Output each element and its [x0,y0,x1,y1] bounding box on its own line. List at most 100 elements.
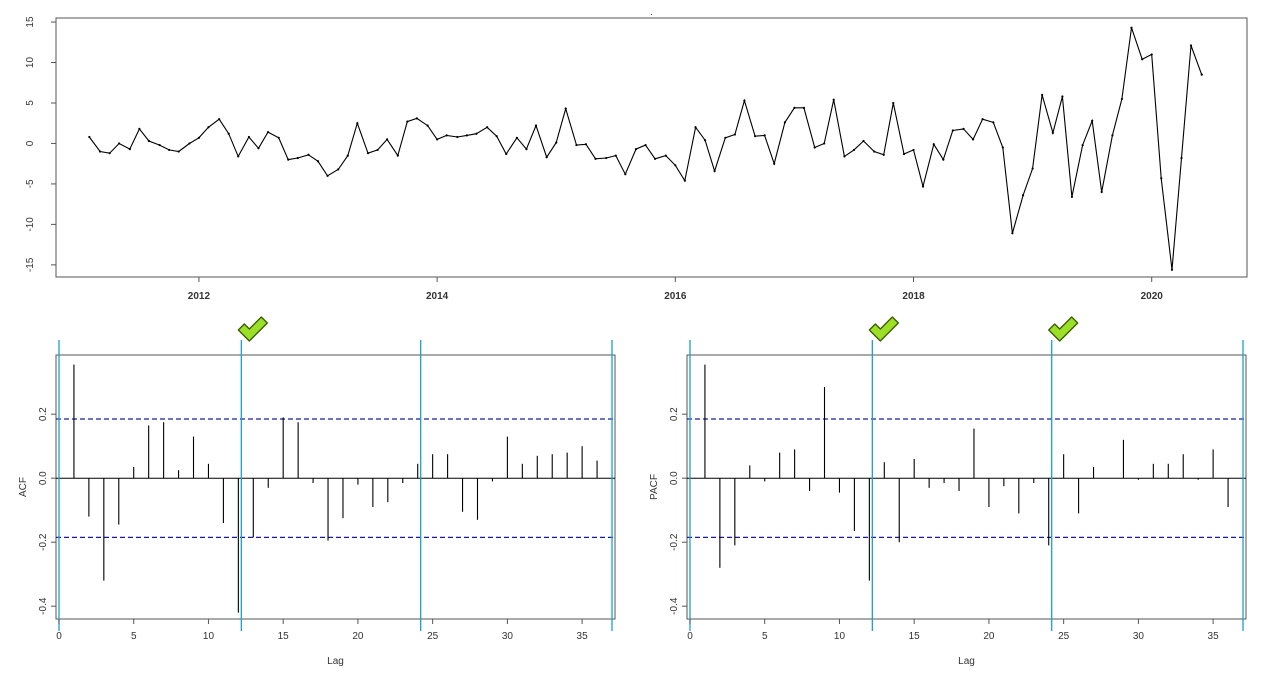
data-point [177,150,180,153]
data-point [1120,97,1124,101]
y-tick-label: -15 [25,257,36,272]
data-point [237,155,240,158]
data-point [356,122,359,125]
checkmark-icon [868,316,899,342]
data-point [1070,195,1074,198]
data-point [277,136,280,139]
data-point [664,154,667,157]
data-point [614,154,617,157]
y-tick-label: 10 [25,57,36,69]
data-point [1200,73,1203,76]
data-point [257,147,260,150]
data-point [575,143,578,147]
data-point [763,134,766,137]
data-point [862,139,865,143]
data-point [802,106,806,109]
data-point [337,168,340,171]
data-point [743,99,746,102]
pacf-plot: -0.4 -0.2 0.0 0.2 0 5 10 15 20 25 30 35 Lag PACF [649,316,1247,667]
data-point [932,143,935,146]
data-point [158,143,161,147]
data-point [98,150,102,153]
data-point [525,148,528,151]
data-point [1041,93,1044,96]
x-tick-label: 0 [56,631,62,642]
x-tick-label: 25 [1058,631,1070,642]
data-point [426,124,429,127]
y-tick-label: 0.2 [38,407,49,421]
data-point [218,118,221,121]
data-point [307,153,310,156]
acf-plot: -0.4 -0.2 0.0 0.2 0 5 10 15 20 25 30 35 Lag ACF [18,316,616,667]
data-point [992,121,995,124]
data-point [436,138,439,141]
checkmark-icon [237,316,268,342]
data-point [1150,53,1153,56]
data-point [197,136,201,139]
x-tick-label: 5 [762,631,768,642]
y-tick-label: -0.2 [38,533,49,551]
data-point [713,169,716,173]
x-tick-label: 35 [1208,631,1220,642]
series-line [88,27,1203,270]
title-dot: . [650,7,653,18]
x-tick-label: 15 [909,631,921,642]
data-point [921,185,925,188]
data-point [951,129,954,132]
data-point [1160,177,1163,180]
data-point [912,148,915,152]
data-point [733,133,736,136]
x-tick-label: 2014 [426,291,449,302]
data-point [147,139,150,143]
data-point [694,126,697,129]
plot-frame [55,354,616,620]
y-tick-label: 0 [25,140,36,146]
data-point [793,106,796,109]
data-point [624,173,627,176]
data-point [406,120,409,123]
data-point [168,148,171,152]
data-point [128,148,131,151]
data-point [415,117,418,120]
y-tick-label: 0.0 [38,471,49,485]
data-point [892,101,895,105]
y-tick-label: 0.2 [669,407,680,421]
data-point [902,152,906,156]
data-point [316,160,320,163]
data-point [1111,134,1114,137]
data-point [971,138,975,141]
y-tick-label: -0.2 [669,533,680,551]
x-tick-label: 25 [427,631,439,642]
x-tick-label: 0 [687,631,693,642]
data-point [783,121,786,124]
y-tick-label: 5 [25,100,36,106]
data-point [545,156,548,159]
data-point [882,153,885,156]
y-tick-label: -10 [25,217,36,232]
data-point [534,124,538,127]
data-point [515,136,519,139]
data-point [456,135,459,139]
data-point [495,135,498,138]
data-point [287,158,290,161]
plot-frame [55,17,1248,278]
data-point [724,136,727,139]
data-point [823,142,826,145]
data-point [674,164,677,167]
data-point [396,154,399,157]
data-point [1001,146,1004,149]
y-tick-label: 15 [25,16,36,28]
x-tick-label: 5 [131,631,137,642]
x-tick-label: 2018 [902,291,925,302]
data-point [1021,194,1025,197]
data-point [385,138,389,141]
data-point [376,148,379,152]
data-point [773,162,776,165]
data-point [475,132,478,135]
y-tick-label: 0.0 [669,471,680,485]
data-point [1141,58,1144,61]
time-series-plot: -15 -10 -5 0 5 10 15 2012 2014 2016 2018 2020 [25,16,1248,302]
data-point [703,139,707,142]
data-point [1051,131,1054,135]
